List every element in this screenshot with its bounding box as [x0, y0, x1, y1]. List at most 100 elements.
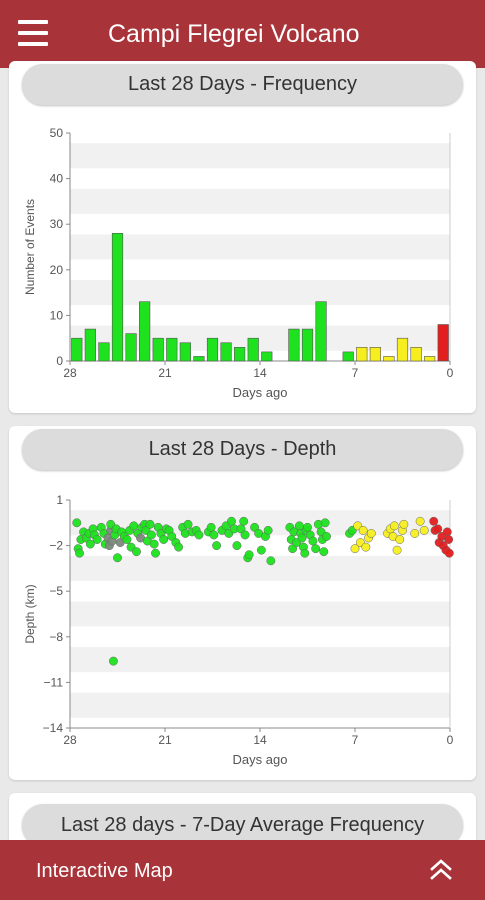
frequency-bar [261, 351, 273, 362]
depth-point [227, 516, 236, 526]
freq-grid-band [70, 280, 450, 306]
depth-point [151, 548, 160, 558]
freq-x-tick-label: 0 [447, 366, 454, 380]
depth-point [212, 541, 222, 551]
frequency-bar [437, 324, 449, 362]
interactive-map-bar[interactable]: Interactive Map [0, 840, 485, 900]
freq-y-tick-label: 0 [56, 354, 63, 368]
depth-y-tick-label: −14 [43, 721, 64, 735]
frequency-bar [139, 301, 151, 362]
depth-point [433, 524, 443, 534]
freq-y-tick-label: 10 [50, 308, 64, 322]
frequency-bar [193, 356, 205, 362]
frequency-bar [71, 337, 83, 362]
depth-point [206, 522, 216, 532]
depth-x-tick-label: 7 [352, 733, 359, 747]
app-title: Campi Flegrei Volcano [108, 20, 360, 48]
frequency-bar [111, 233, 124, 362]
frequency-bar [84, 328, 96, 362]
frequency-bar [179, 342, 191, 362]
frequency-bar [166, 337, 178, 362]
depth-point [145, 519, 155, 529]
depth-x-axis-label: Days ago [233, 752, 288, 767]
average-frequency-card-title: Last 28 days - 7-Day Average Frequency [22, 804, 463, 846]
interactive-map-label: Interactive Map [36, 860, 173, 882]
depth-point [350, 544, 360, 554]
depth-point [263, 525, 273, 535]
frequency-bar [247, 337, 259, 362]
depth-x-tick-label: 21 [158, 733, 172, 747]
freq-y-axis-label: Number of Events [23, 199, 37, 295]
depth-point [415, 516, 425, 526]
depth-point [366, 528, 376, 538]
depth-point [303, 522, 312, 532]
freq-x-tick-label: 21 [158, 366, 172, 380]
depth-point [358, 525, 368, 535]
freq-x-tick-label: 7 [352, 366, 359, 380]
frequency-bar [383, 356, 395, 362]
freq-y-tick-label: 20 [50, 263, 64, 277]
frequency-bar [220, 342, 232, 362]
depth-point [129, 521, 139, 531]
depth-point [320, 518, 330, 528]
depth-point [132, 547, 141, 557]
frequency-bar [369, 347, 381, 362]
frequency-bar [301, 328, 314, 362]
depth-point [244, 550, 254, 560]
depth-point [308, 536, 318, 546]
average-frequency-card: Last 28 days - 7-Day Average Frequency [9, 793, 476, 853]
depth-point [429, 516, 439, 526]
depth-point [113, 553, 122, 563]
depth-point [392, 545, 402, 555]
depth-point [232, 541, 242, 551]
depth-point [399, 519, 409, 529]
depth-point [72, 518, 82, 528]
depth-grid-band [70, 555, 450, 581]
frequency-card: Last 28 Days - Frequency 0 10 20 30 40 50 28 21… [9, 61, 476, 413]
freq-y-tick-label: 30 [50, 217, 64, 231]
double-chevron-up-icon[interactable] [428, 856, 454, 882]
freq-x-tick-label: 14 [253, 366, 267, 380]
frequency-bar [288, 328, 300, 362]
frequency-bar [424, 356, 436, 362]
depth-grid-band [70, 647, 450, 673]
depth-point [122, 535, 132, 544]
depth-point [319, 547, 329, 557]
depth-card-title: Last 28 Days - Depth [22, 429, 463, 470]
depth-point [297, 533, 307, 543]
depth-point [146, 530, 156, 540]
depth-point [410, 528, 420, 538]
depth-point [300, 548, 310, 558]
depth-point [209, 530, 219, 540]
frequency-bar [342, 351, 354, 362]
depth-point [442, 527, 452, 537]
depth-point [194, 530, 204, 540]
depth-point [256, 545, 266, 555]
depth-card: Last 28 Days - Depth 1 −2 −5 −8 −11 −14 28 21 14… [9, 426, 476, 780]
depth-point [419, 525, 429, 535]
frequency-bar [396, 337, 409, 362]
depth-point [395, 535, 405, 544]
frequency-bar [98, 342, 110, 362]
freq-grid-band [70, 234, 450, 260]
depth-point [108, 656, 118, 666]
depth-point [239, 516, 249, 526]
freq-y-tick-label: 50 [50, 126, 64, 140]
frequency-bar [356, 347, 368, 362]
freq-x-axis-label: Days ago [233, 385, 288, 400]
depth-point [389, 521, 399, 531]
depth-point [174, 542, 184, 552]
frequency-bar [206, 337, 219, 362]
freq-grid-band [70, 143, 450, 169]
depth-x-tick-label: 0 [447, 733, 454, 747]
frequency-bar [152, 337, 164, 362]
depth-grid-band [70, 601, 450, 627]
hamburger-menu-icon[interactable] [18, 20, 48, 46]
depth-point [311, 544, 321, 554]
depth-point [266, 556, 276, 566]
freq-x-tick-label: 28 [63, 366, 77, 380]
depth-point [85, 539, 95, 549]
frequency-bar [410, 347, 422, 362]
freq-y-tick-label: 40 [50, 172, 64, 186]
